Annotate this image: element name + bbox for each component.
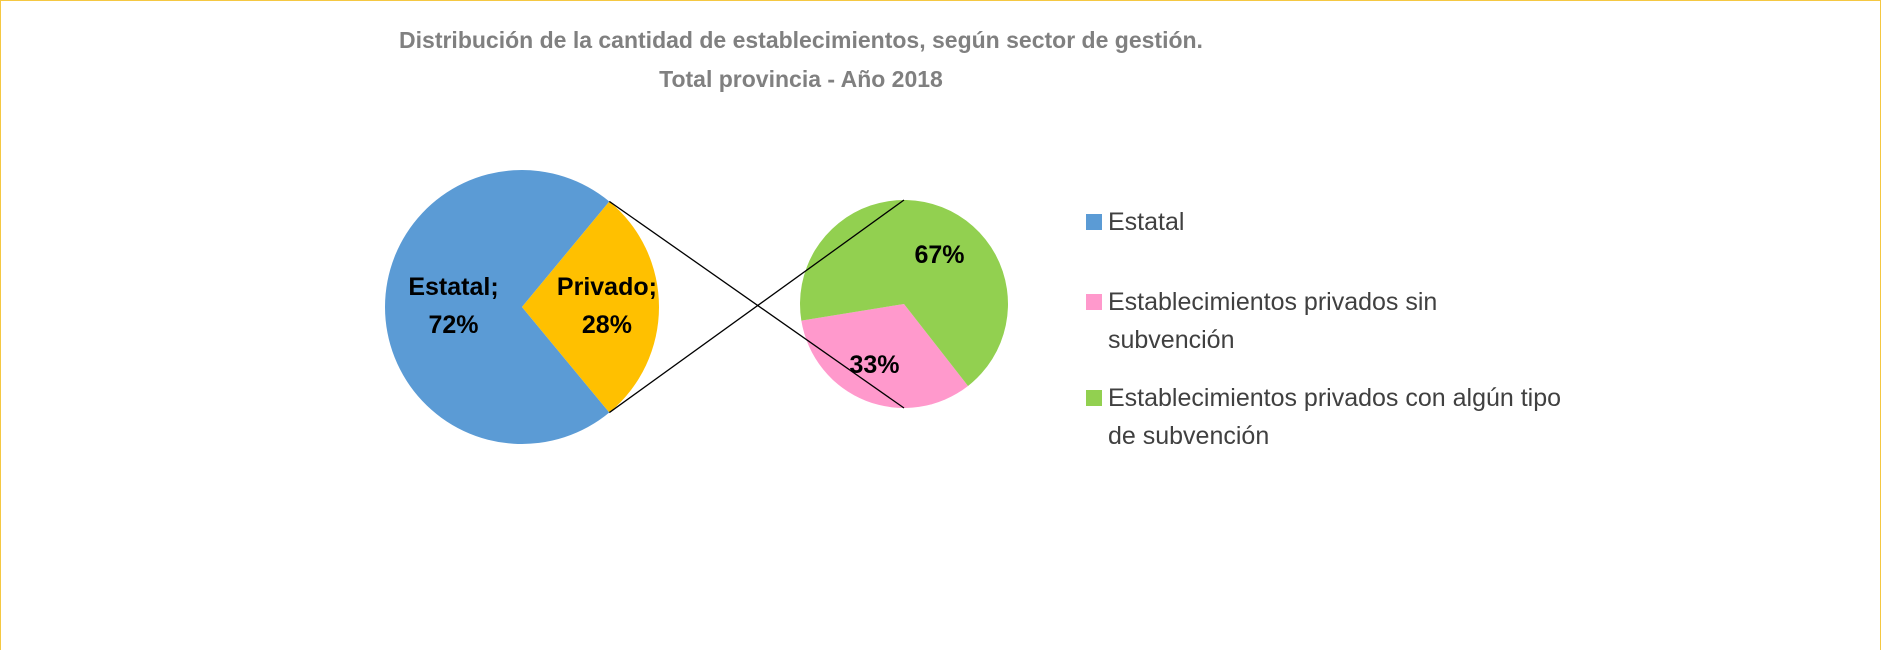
- pie-slice: [800, 200, 1008, 386]
- data-label-separator: ;: [490, 273, 498, 301]
- data-label: Estatal;: [408, 273, 498, 301]
- connector-line: [608, 199, 905, 414]
- legend-swatch: [1086, 214, 1102, 230]
- data-label-separator: ;: [649, 273, 657, 301]
- legend-swatch: [1086, 294, 1102, 310]
- legend-item: Establecimientos privados con algún tipo…: [1086, 379, 1566, 455]
- chart-subtitle: Total provincia - Año 2018: [659, 66, 943, 92]
- chart-title: Distribución de la cantidad de estableci…: [399, 27, 1203, 53]
- data-label: 33%: [849, 351, 899, 379]
- legend-item: Estatal: [1086, 203, 1566, 241]
- data-label: 28%: [582, 311, 632, 339]
- legend-label: Establecimientos privados sin subvención: [1108, 288, 1438, 354]
- pie-slice: [385, 169, 610, 445]
- legend: Estatal Establecimientos privados sin sub…: [1086, 203, 1566, 475]
- data-label-name: Privado: [557, 273, 649, 301]
- data-label: 72%: [428, 311, 478, 339]
- data-label: 67%: [915, 241, 965, 269]
- legend-label: Estatal: [1108, 208, 1185, 236]
- legend-swatch: [1086, 390, 1102, 406]
- connector-line: [608, 200, 905, 409]
- pie-slice: [801, 304, 969, 408]
- data-label-name: Estatal: [408, 273, 490, 301]
- data-label: Privado;: [557, 273, 657, 301]
- legend-label: Establecimientos privados con algún tipo…: [1108, 384, 1562, 450]
- legend-item: Establecimientos privados sin subvención: [1086, 283, 1566, 359]
- pie-slice: [522, 201, 660, 413]
